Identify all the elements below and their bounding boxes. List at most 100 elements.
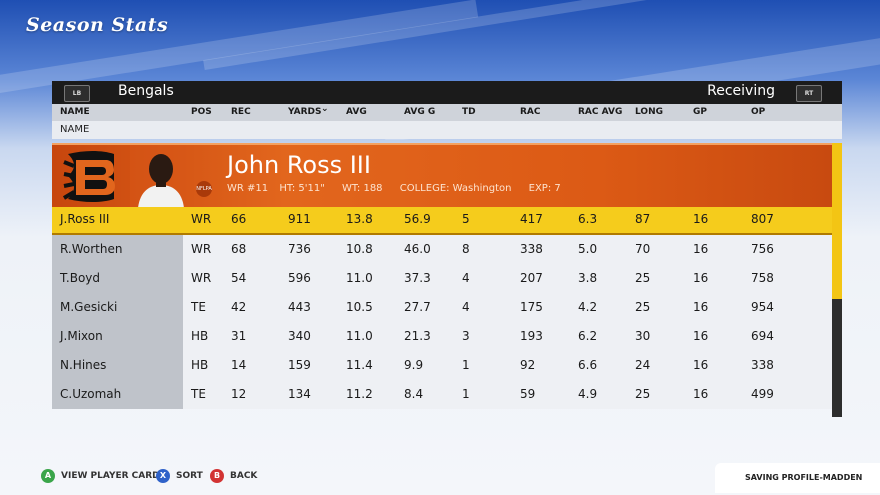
name-cell-bg	[52, 293, 183, 322]
cell-avg: 13.8	[346, 212, 373, 226]
column-header-op[interactable]: OP	[751, 107, 766, 117]
cell-op: 694	[751, 329, 774, 343]
column-headers: NAME POS REC YARDS ⌄ AVG AVG G TD RAC RAC AVG LONG…	[52, 104, 842, 121]
cell-rec: 68	[231, 242, 247, 256]
table-row[interactable]: J.Mixon HB 31 340 11.0 21.3 3 193 6.2 30 16 694	[52, 322, 832, 351]
cell-gp: 16	[693, 387, 709, 401]
cell-avg-g: 37.3	[404, 271, 431, 285]
cell-yards: 159	[288, 358, 311, 372]
table-row[interactable]: T.Boyd WR 54 596 11.0 37.3 4 207 3.8 25 16 758	[52, 264, 832, 293]
cell-op: 807	[751, 212, 774, 226]
cell-rac: 338	[520, 242, 543, 256]
nflpa-badge: NFLPA	[196, 181, 212, 197]
column-header-long[interactable]: LONG	[635, 107, 663, 117]
team-selector[interactable]: Bengals	[118, 83, 174, 99]
name-cell-bg	[52, 380, 183, 409]
cell-op: 499	[751, 387, 774, 401]
table-row[interactable]: R.Worthen WR 68 736 10.8 46.0 8 338 5.0 70 16 756	[52, 235, 832, 264]
table-row[interactable]: N.Hines HB 14 159 11.4 9.9 1 92 6.6 24 16 338	[52, 351, 832, 380]
cell-yards: 911	[288, 212, 311, 226]
cell-yards: 340	[288, 329, 311, 343]
cell-op: 338	[751, 358, 774, 372]
header-bar: LB Bengals Receiving RT	[52, 81, 842, 104]
back-button[interactable]: B BACK	[210, 468, 257, 484]
cell-rac-avg: 6.3	[578, 212, 598, 226]
cell-rac-avg: 5.0	[578, 242, 598, 256]
player-height: HT: 5'11"	[279, 183, 325, 194]
column-header-rac-avg[interactable]: RAC AVG	[578, 107, 623, 117]
column-header-pos[interactable]: POS	[191, 107, 212, 117]
cell-name: N.Hines	[60, 358, 107, 372]
cell-gp: 16	[693, 358, 709, 372]
cell-name: T.Boyd	[60, 271, 101, 285]
cell-yards: 134	[288, 387, 311, 401]
cell-op: 954	[751, 300, 774, 314]
b-button-icon: B	[210, 468, 224, 483]
cell-gp: 16	[693, 300, 709, 314]
cell-op: 758	[751, 271, 774, 285]
cell-long: 70	[635, 242, 651, 256]
cell-long: 25	[635, 387, 651, 401]
cell-pos: TE	[191, 387, 206, 401]
right-trigger-button[interactable]: RT	[796, 85, 822, 102]
cell-name: M.Gesicki	[60, 300, 118, 314]
cell-avg: 10.5	[346, 300, 373, 314]
a-button-icon: A	[41, 468, 55, 483]
cell-rac: 207	[520, 271, 543, 285]
column-header-gp[interactable]: GP	[693, 107, 707, 117]
cell-op: 756	[751, 242, 774, 256]
cell-name: C.Uzomah	[60, 387, 122, 401]
cell-avg-g: 27.7	[404, 300, 431, 314]
x-button-icon: X	[156, 468, 170, 483]
column-header-avg[interactable]: AVG	[346, 107, 367, 117]
cell-td: 4	[462, 271, 470, 285]
saving-status: SAVING PROFILE-MADDEN	[715, 463, 880, 493]
player-exp: EXP: 7	[528, 183, 561, 194]
cell-td: 1	[462, 387, 470, 401]
cell-gp: 16	[693, 212, 709, 226]
cell-name: J.Mixon	[60, 329, 103, 343]
cell-long: 30	[635, 329, 651, 343]
category-selector[interactable]: Receiving	[707, 83, 775, 99]
cell-rec: 31	[231, 329, 247, 343]
cell-avg: 11.0	[346, 271, 373, 285]
column-header-name[interactable]: NAME	[60, 107, 90, 117]
stats-table: J.Ross III WR 66 911 13.8 56.9 5 417 6.3 87 16 807 R…	[52, 207, 832, 409]
cell-yards: 596	[288, 271, 311, 285]
back-label: BACK	[230, 471, 258, 481]
column-header-avg-g[interactable]: AVG G	[404, 107, 436, 117]
cell-rac-avg: 4.2	[578, 300, 598, 314]
cell-name: J.Ross III	[60, 212, 110, 226]
column-header-yards[interactable]: YARDS	[288, 107, 322, 117]
cell-rac-avg: 4.9	[578, 387, 598, 401]
table-row[interactable]: J.Ross III WR 66 911 13.8 56.9 5 417 6.3 87 16 807	[52, 207, 832, 235]
name-cell-bg	[52, 322, 183, 351]
scrollbar[interactable]	[832, 143, 842, 417]
column-header-rec[interactable]: REC	[231, 107, 251, 117]
table-row[interactable]: M.Gesicki TE 42 443 10.5 27.7 4 175 4.2 25 16 954	[52, 293, 832, 322]
table-row[interactable]: C.Uzomah TE 12 134 11.2 8.4 1 59 4.9 25 16 499	[52, 380, 832, 409]
cell-avg: 11.2	[346, 387, 373, 401]
column-header-rac[interactable]: RAC	[520, 107, 541, 117]
left-bumper-button[interactable]: LB	[64, 85, 90, 102]
cell-rec: 14	[231, 358, 247, 372]
view-player-card-label: VIEW PLAYER CARD	[61, 471, 160, 481]
cell-long: 25	[635, 300, 651, 314]
name-cell-bg	[52, 235, 183, 264]
sort-button[interactable]: X SORT	[156, 468, 203, 484]
cell-pos: WR	[191, 242, 212, 256]
scrollbar-thumb[interactable]	[832, 143, 842, 300]
view-player-card-button[interactable]: A VIEW PLAYER CARD	[41, 468, 160, 484]
name-cell-bg	[52, 264, 183, 293]
column-header-td[interactable]: TD	[462, 107, 476, 117]
cell-rac: 193	[520, 329, 543, 343]
cell-long: 87	[635, 212, 651, 226]
featured-player-card: NFLPA John Ross III WR #11 HT: 5'11" WT:…	[52, 143, 832, 208]
player-weight: WT: 188	[342, 183, 383, 194]
bengals-logo-icon	[62, 151, 115, 202]
cell-pos: WR	[191, 271, 212, 285]
cell-rec: 42	[231, 300, 247, 314]
page-title: Season Stats	[26, 14, 169, 36]
cell-avg-g: 9.9	[404, 358, 424, 372]
cell-gp: 16	[693, 271, 709, 285]
